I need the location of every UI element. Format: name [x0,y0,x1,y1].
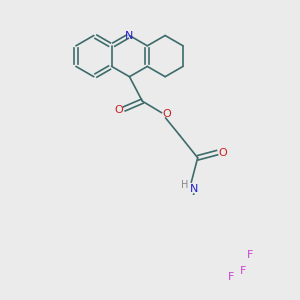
Text: H: H [181,180,188,190]
Text: F: F [228,272,234,282]
Text: O: O [218,148,227,158]
Text: O: O [115,105,124,115]
Text: N: N [190,184,198,194]
Text: N: N [125,31,134,40]
Text: O: O [162,109,171,119]
Text: F: F [247,250,253,260]
Text: F: F [240,266,246,276]
